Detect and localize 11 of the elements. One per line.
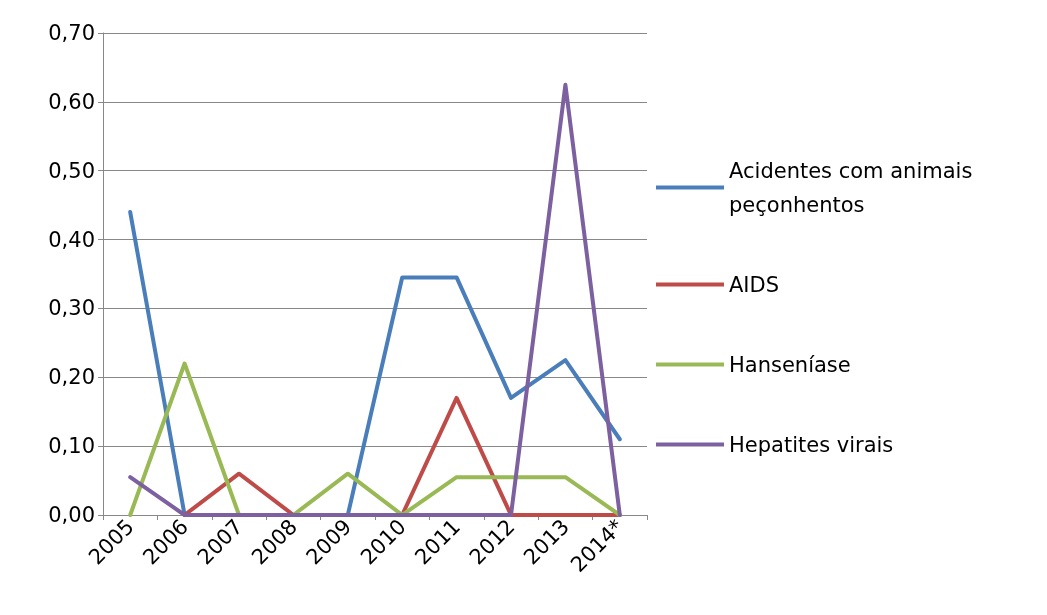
legend-label: AIDS xyxy=(729,272,780,297)
y-tick-label: 0,40 xyxy=(48,227,95,252)
legend-label: Hanseníase xyxy=(729,352,851,377)
y-tick-label: 0,60 xyxy=(48,89,95,114)
y-tick-label: 0,20 xyxy=(48,365,95,390)
y-tick-label: 0,10 xyxy=(48,434,95,459)
y-tick-label: 0,30 xyxy=(48,296,95,321)
legend-label: Acidentes com animais peçonhentos xyxy=(729,158,980,217)
legend-label: Hepatites virais xyxy=(729,432,894,457)
y-tick-label: 0,70 xyxy=(48,21,95,45)
y-tick-label: 0,50 xyxy=(48,158,95,183)
